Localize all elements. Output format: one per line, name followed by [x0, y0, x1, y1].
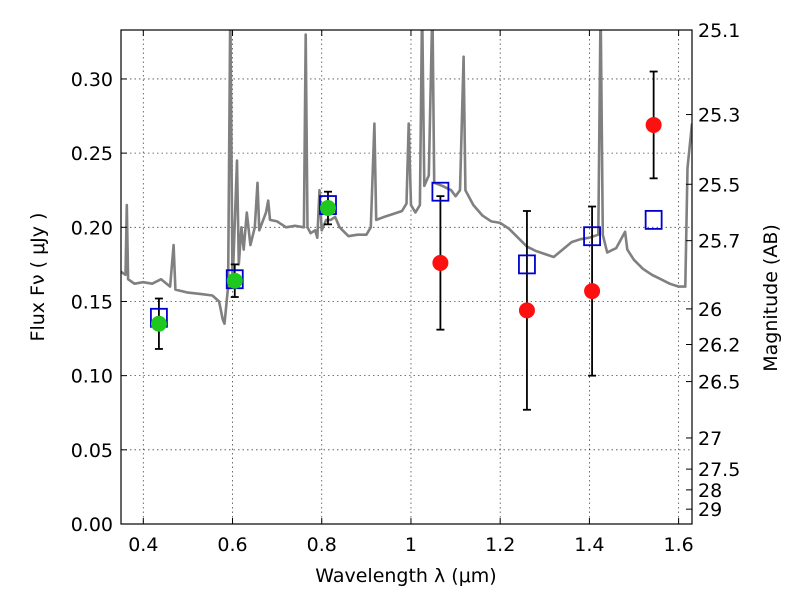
observed-point-red: [584, 283, 601, 300]
observed-point-red: [645, 116, 662, 133]
model-square-marker: [431, 181, 450, 202]
mag-tick-label: 25.1: [698, 20, 740, 42]
observed-point-red: [518, 302, 535, 319]
mag-tick-label: 29: [698, 499, 722, 521]
mag-tick-label: 26.2: [698, 334, 740, 356]
marker-layer: [150, 70, 663, 411]
x-tick-label: 1.2: [485, 534, 515, 556]
mag-tick-label: 26: [698, 299, 722, 321]
y-tick-label: 0.05: [71, 440, 113, 462]
plot-frame: [120, 29, 693, 525]
y-tick-label: 0.20: [71, 217, 113, 239]
mag-tick-label: 25.3: [698, 105, 740, 127]
model-square-marker: [583, 226, 601, 247]
grid-layer: [121, 30, 692, 525]
x-tick-label: 0.8: [307, 534, 337, 556]
sed-model-curve: [121, 30, 692, 326]
x-tick-label: 1.4: [574, 534, 604, 556]
x-tick-label: 0.4: [128, 534, 158, 556]
model-square-marker: [644, 209, 663, 230]
y-tick-label: 0.00: [71, 514, 113, 536]
data-layer: [121, 30, 692, 326]
mag-tick-label: 27: [698, 428, 722, 450]
observed-point-green: [319, 200, 336, 217]
model-square-marker: [518, 254, 536, 275]
observed-point-red: [432, 254, 449, 271]
observed-point-green: [226, 272, 243, 289]
x-tick-label: 1.6: [664, 534, 694, 556]
observed-point-green: [150, 315, 167, 332]
x-tick-label: 1: [405, 534, 417, 556]
y-tick-label: 0.25: [71, 143, 113, 165]
y-tick-label: 0.10: [71, 366, 113, 388]
mag-tick-label: 28: [698, 480, 722, 502]
y-tick-label: 0.15: [71, 291, 113, 313]
y-axis-label-left: Flux Fν ( μJy ): [27, 213, 49, 342]
x-tick-label: 0.6: [217, 534, 247, 556]
mag-tick-label: 25.7: [698, 231, 740, 253]
mag-tick-label: 25.5: [698, 174, 740, 196]
mag-tick-label: 27.5: [698, 459, 740, 481]
axis-layer: 0.4 0.6 0.8 1 1.2 1.4 1.6 0.00 0.05 0.10 0.15 0.20 0…: [71, 20, 741, 556]
x-axis-label: Wavelength λ (μm): [315, 565, 496, 587]
mag-tick-label: 26.5: [698, 372, 740, 394]
y-axis-label-right: Magnitude (AB): [760, 224, 782, 372]
y-tick-label: 0.30: [71, 69, 113, 91]
